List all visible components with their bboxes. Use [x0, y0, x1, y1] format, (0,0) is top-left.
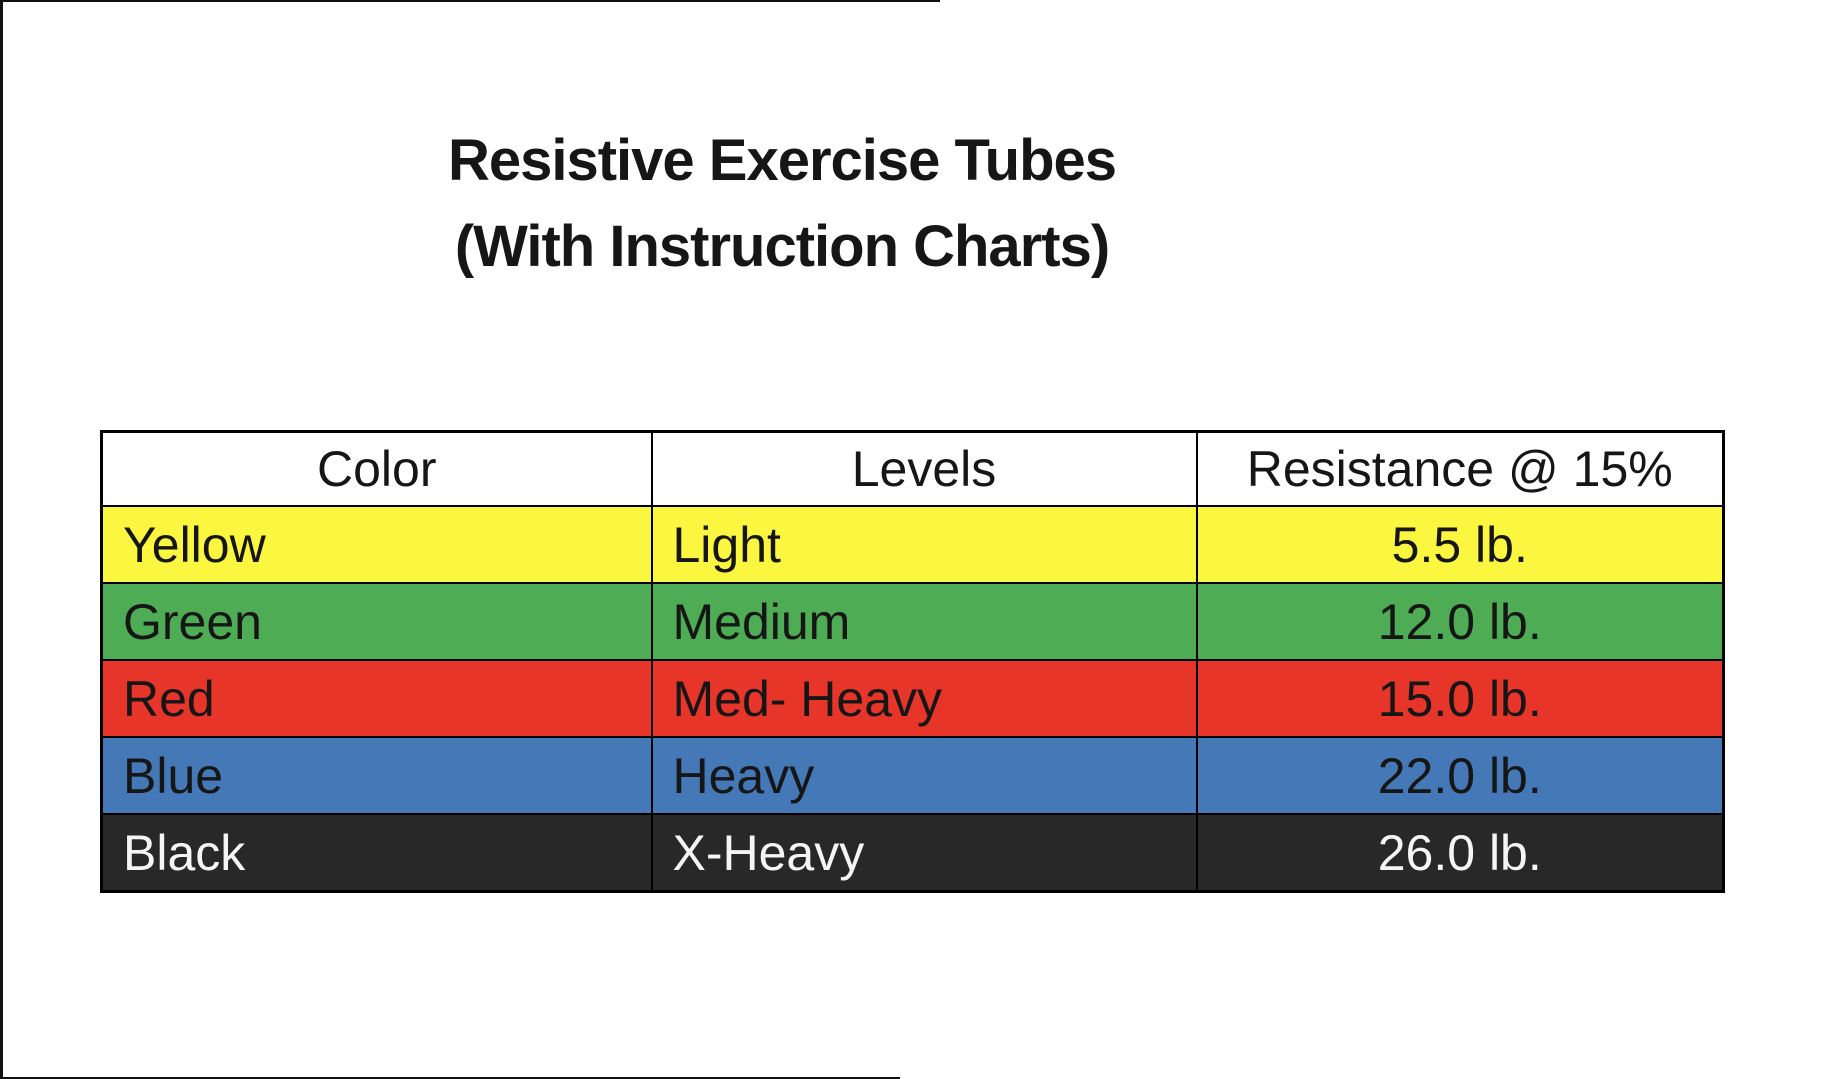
cell-color: Yellow — [100, 505, 653, 584]
cell-level: X-Heavy — [650, 813, 1198, 893]
cell-color: Red — [100, 659, 653, 738]
table-row-green: Green Medium 12.0 lb. — [100, 582, 1725, 661]
page-title-line-1: Resistive Exercise Tubes — [447, 128, 1117, 193]
cell-resistance: 12.0 lb. — [1195, 582, 1725, 661]
bottom-edge-line — [0, 1077, 900, 1079]
cell-color: Green — [100, 582, 653, 661]
top-edge-line — [0, 0, 940, 2]
table-row-yellow: Yellow Light 5.5 lb. — [100, 505, 1725, 584]
header-cell-resistance: Resistance @ 15% — [1195, 430, 1725, 507]
header-cell-color: Color — [100, 430, 653, 507]
table-row-black: Black X-Heavy 26.0 lb. — [100, 813, 1725, 893]
cell-color: Black — [100, 813, 653, 893]
page-title: Resistive Exercise Tubes (With Instructi… — [0, 118, 1564, 290]
cell-color: Blue — [100, 736, 653, 815]
left-edge-line — [0, 0, 3, 1079]
cell-level: Medium — [650, 582, 1198, 661]
cell-resistance: 5.5 lb. — [1195, 505, 1725, 584]
cell-level: Heavy — [650, 736, 1198, 815]
table-row-blue: Blue Heavy 22.0 lb. — [100, 736, 1725, 815]
cell-level: Med- Heavy — [650, 659, 1198, 738]
cell-level: Light — [650, 505, 1198, 584]
cell-resistance: 15.0 lb. — [1195, 659, 1725, 738]
header-cell-levels: Levels — [650, 430, 1198, 507]
cell-resistance: 26.0 lb. — [1195, 813, 1725, 893]
resistance-table: Color Levels Resistance @ 15% Yellow Lig… — [100, 430, 1725, 893]
table-row-red: Red Med- Heavy 15.0 lb. — [100, 659, 1725, 738]
cell-resistance: 22.0 lb. — [1195, 736, 1725, 815]
table-header-row: Color Levels Resistance @ 15% — [100, 430, 1725, 507]
page-title-line-2: (With Instruction Charts) — [454, 214, 1110, 279]
